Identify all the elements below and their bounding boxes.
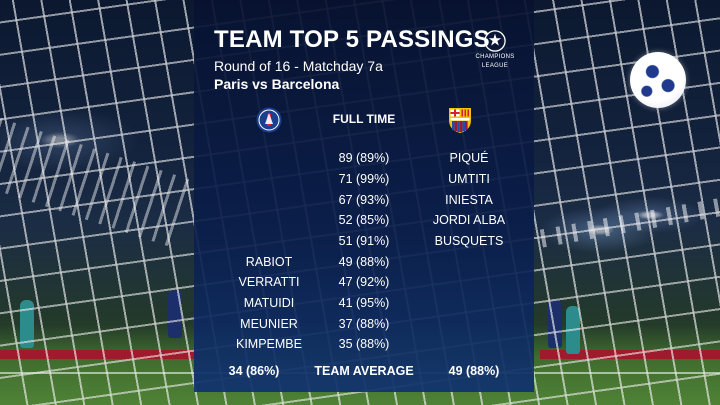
- team-average-label: TEAM AVERAGE: [314, 364, 414, 378]
- away-player-name: BUSQUETS: [434, 234, 504, 248]
- table-row: 71 (99%) UMTITI: [194, 172, 534, 193]
- team-average-row: 34 (86%) TEAM AVERAGE 49 (88%): [194, 364, 534, 384]
- barcelona-crest-icon: [449, 108, 471, 133]
- table-row: RABIOT 49 (88%): [194, 255, 534, 276]
- psg-crest-icon: [256, 107, 282, 133]
- competition-line-1: CHAMPIONS: [475, 54, 515, 60]
- match-ball-icon: [630, 52, 686, 108]
- pass-value: 37 (88%): [338, 317, 390, 331]
- table-row: MATUIDI 41 (95%): [194, 296, 534, 317]
- table-row: MEUNIER 37 (88%): [194, 317, 534, 338]
- home-team-average: 34 (86%): [228, 364, 280, 378]
- column-header: FULL TIME: [332, 112, 396, 126]
- champions-league-star-ball-icon: [484, 30, 506, 52]
- table-row: VERRATTI 47 (92%): [194, 275, 534, 296]
- table-row: 51 (91%) BUSQUETS: [194, 234, 534, 255]
- away-player-name: UMTITI: [448, 172, 490, 186]
- table-row: 52 (85%) JORDI ALBA: [194, 213, 534, 234]
- stats-panel: TEAM TOP 5 PASSINGS Round of 16 - Matchd…: [194, 0, 534, 392]
- pass-value: 51 (91%): [338, 234, 390, 248]
- table-row: 67 (93%) INIESTA: [194, 193, 534, 214]
- graphic-subtitle: Round of 16 - Matchday 7a: [214, 58, 383, 74]
- champions-league-logo: CHAMPIONS LEAGUE: [470, 30, 520, 70]
- graphic-title: TEAM TOP 5 PASSINGS: [214, 26, 490, 53]
- matchup: Paris vs Barcelona: [214, 76, 340, 92]
- pass-value: 67 (93%): [338, 193, 390, 207]
- pass-value: 71 (99%): [338, 172, 390, 186]
- away-team-average: 49 (88%): [448, 364, 500, 378]
- table-row: KIMPEMBE 35 (88%): [194, 337, 534, 358]
- home-player-name: RABIOT: [245, 255, 293, 269]
- pass-value: 47 (92%): [338, 275, 390, 289]
- pass-value: 49 (88%): [338, 255, 390, 269]
- away-player-name: INIESTA: [445, 193, 493, 207]
- away-player-name: PIQUÉ: [449, 151, 489, 165]
- away-player-name: JORDI ALBA: [432, 213, 506, 227]
- pass-value: 89 (89%): [338, 151, 390, 165]
- pass-value: 52 (85%): [338, 213, 390, 227]
- pass-value: 35 (88%): [338, 337, 390, 351]
- table-row: 89 (89%) PIQUÉ: [194, 151, 534, 172]
- home-player-name: MATUIDI: [243, 296, 295, 310]
- home-player-name: KIMPEMBE: [236, 337, 302, 351]
- competition-line-2: LEAGUE: [481, 63, 509, 69]
- pass-value: 41 (95%): [338, 296, 390, 310]
- home-player-name: VERRATTI: [238, 275, 300, 289]
- home-player-name: MEUNIER: [240, 317, 298, 331]
